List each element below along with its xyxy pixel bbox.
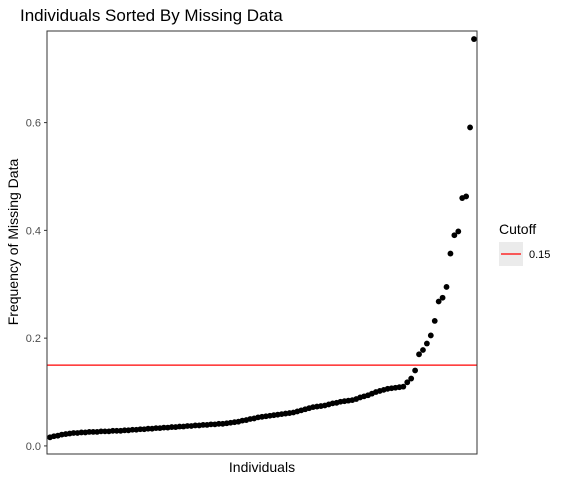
y-tick-label: 0.6 <box>26 118 41 130</box>
legend-title: Cutoff <box>499 221 536 237</box>
data-point <box>423 340 430 347</box>
data-point <box>435 298 442 305</box>
y-tick-label: 0.2 <box>26 333 41 345</box>
data-point <box>400 383 407 390</box>
data-point <box>416 351 422 358</box>
chart-title: Individuals Sorted By Missing Data <box>20 6 283 25</box>
data-point <box>443 284 450 290</box>
data-point <box>404 379 411 386</box>
legend: Cutoff 0.15 <box>499 221 550 266</box>
y-tick-label: 0.4 <box>26 225 41 237</box>
x-axis-label: Individuals <box>229 459 295 475</box>
data-point <box>427 332 434 339</box>
data-point <box>447 250 454 257</box>
panel-border <box>46 30 478 455</box>
data-point <box>412 367 419 374</box>
data-point <box>455 228 462 235</box>
data-point <box>467 124 473 131</box>
data-point <box>451 232 458 239</box>
data-point <box>420 347 426 353</box>
data-point <box>471 36 477 42</box>
data-point <box>439 294 446 301</box>
y-axis-label: Frequency of Missing Data <box>5 159 21 326</box>
y-axis: 0.0 0.2 0.4 0.6 <box>26 118 47 453</box>
data-point <box>431 318 438 324</box>
data-point <box>463 193 470 200</box>
legend-label-0: 0.15 <box>529 249 550 261</box>
y-tick-label: 0.0 <box>26 441 41 453</box>
data-point <box>408 375 415 382</box>
points-layer <box>47 36 477 441</box>
